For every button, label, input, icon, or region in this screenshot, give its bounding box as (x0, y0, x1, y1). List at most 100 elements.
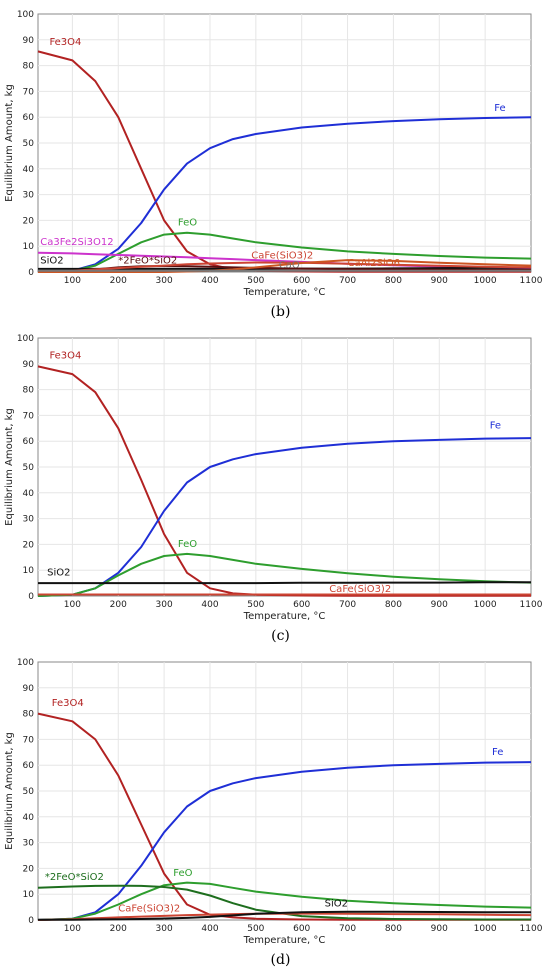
x-tick-label: 100 (64, 924, 81, 934)
series-label: *2FeO*SiO2 (45, 872, 104, 883)
x-tick-label: 800 (385, 276, 402, 286)
series-label: CaO (279, 260, 300, 271)
x-tick-label: 1100 (520, 924, 543, 934)
y-tick-label: 20 (23, 540, 35, 550)
y-tick-label: 60 (23, 437, 35, 447)
y-tick-label: 80 (23, 386, 35, 396)
series-line-sio2 (38, 910, 531, 921)
x-tick-label: 700 (339, 600, 356, 610)
series-line-cafesio32 (37, 261, 532, 273)
series-line-2feosio2 (37, 884, 531, 921)
y-tick-label: 100 (17, 10, 34, 20)
series-line-feo (37, 231, 532, 273)
y-tick-label: 40 (23, 165, 35, 175)
x-tick-label: 500 (247, 924, 264, 934)
y-tick-label: 10 (23, 890, 35, 900)
x-tick-label: 600 (293, 276, 310, 286)
series-line-fe (37, 761, 532, 921)
y-tick-label: 70 (23, 735, 35, 745)
series-label: CaFe(SiO3)2 (118, 903, 180, 914)
y-tick-label: 70 (23, 87, 35, 97)
series-label: FeO (173, 868, 192, 879)
x-tick-label: 700 (339, 276, 356, 286)
y-tick-label: 60 (23, 113, 35, 123)
series-label: FeO (178, 539, 197, 550)
y-tick-label: 30 (23, 191, 35, 201)
series-line-feo (37, 552, 532, 597)
y-tick-label: 100 (17, 334, 34, 344)
x-tick-label: 900 (431, 276, 448, 286)
x-tick-label: 400 (201, 924, 218, 934)
y-tick-label: 30 (23, 515, 35, 525)
y-axis-label: Equilibrium Amount, kg (4, 84, 15, 202)
y-tick-label: 20 (23, 216, 35, 226)
series-line-fe3o4 (37, 365, 531, 597)
chart-panel-0: 0 10 20 30 40 50 60 70 80 90 100 100 200 300 400 500 600… (4, 10, 543, 320)
x-tick-label: 1000 (474, 924, 497, 934)
panel-caption: (d) (271, 952, 291, 968)
x-tick-label: 1000 (474, 600, 497, 610)
panel-caption: (b) (271, 304, 291, 320)
series-label: FeO (178, 218, 197, 229)
y-tick-label: 30 (23, 839, 35, 849)
x-tick-label: 1100 (520, 600, 543, 610)
x-tick-label: 900 (431, 600, 448, 610)
y-tick-label: 80 (23, 62, 35, 72)
y-tick-label: 50 (23, 787, 35, 797)
series-line-fe (37, 437, 532, 597)
series-label: Ca3Fe2Si3O12 (40, 237, 113, 248)
series-label: CaAl2SiO6 (348, 258, 400, 269)
x-tick-label: 500 (247, 600, 264, 610)
x-tick-label: 200 (110, 600, 127, 610)
y-tick-label: 0 (28, 592, 34, 602)
x-axis-label: Temperature, °C (243, 935, 326, 946)
y-tick-label: 60 (23, 761, 35, 771)
chart-panel-2: 0 10 20 30 40 50 60 70 80 90 100 100 200 300 400 500 600… (4, 658, 543, 968)
series-line-cafesio32 (37, 912, 532, 921)
y-tick-label: 10 (23, 566, 35, 576)
panel-caption: (c) (271, 628, 290, 644)
x-tick-label: 700 (339, 924, 356, 934)
x-tick-label: 800 (385, 600, 402, 610)
y-tick-label: 90 (23, 360, 35, 370)
y-tick-label: 10 (23, 242, 35, 252)
x-tick-label: 1000 (474, 276, 497, 286)
x-tick-label: 400 (201, 276, 218, 286)
y-tick-label: 50 (23, 463, 35, 473)
x-tick-label: 1100 (520, 276, 543, 286)
x-tick-label: 800 (385, 924, 402, 934)
y-axis-label: Equilibrium Amount, kg (4, 732, 15, 850)
series-label: SiO2 (325, 898, 348, 909)
series-label: Fe (494, 103, 505, 114)
y-axis-label: Equilibrium Amount, kg (4, 408, 15, 526)
x-tick-label: 900 (431, 924, 448, 934)
series-label: Fe (490, 420, 501, 431)
y-tick-label: 90 (23, 36, 35, 46)
x-tick-label: 300 (156, 600, 173, 610)
x-tick-label: 600 (293, 600, 310, 610)
y-tick-label: 100 (17, 658, 34, 668)
x-axis-label: Temperature, °C (243, 287, 326, 298)
y-tick-label: 20 (23, 864, 35, 874)
y-tick-label: 50 (23, 139, 35, 149)
x-tick-label: 100 (64, 276, 81, 286)
series-label: SiO2 (47, 567, 70, 578)
series-label: *2FeO*SiO2 (118, 256, 177, 267)
series-label: SiO2 (40, 256, 63, 267)
series-line-fe (37, 116, 532, 273)
series-label: CaFe(SiO3)2 (329, 584, 391, 595)
chart-panel-1: 0 10 20 30 40 50 60 70 80 90 100 100 200 300 400 500 600… (4, 334, 543, 644)
y-tick-label: 80 (23, 710, 35, 720)
series-label: Fe3O4 (49, 37, 81, 48)
series-label: CaFe(SiO3)2 (251, 250, 313, 261)
x-tick-label: 200 (110, 276, 127, 286)
series-line-sio2 (38, 581, 531, 585)
y-tick-label: 70 (23, 411, 35, 421)
x-tick-label: 600 (293, 924, 310, 934)
x-tick-label: 200 (110, 924, 127, 934)
x-tick-label: 100 (64, 600, 81, 610)
y-tick-label: 90 (23, 684, 35, 694)
x-tick-label: 300 (156, 276, 173, 286)
x-tick-label: 400 (201, 600, 218, 610)
